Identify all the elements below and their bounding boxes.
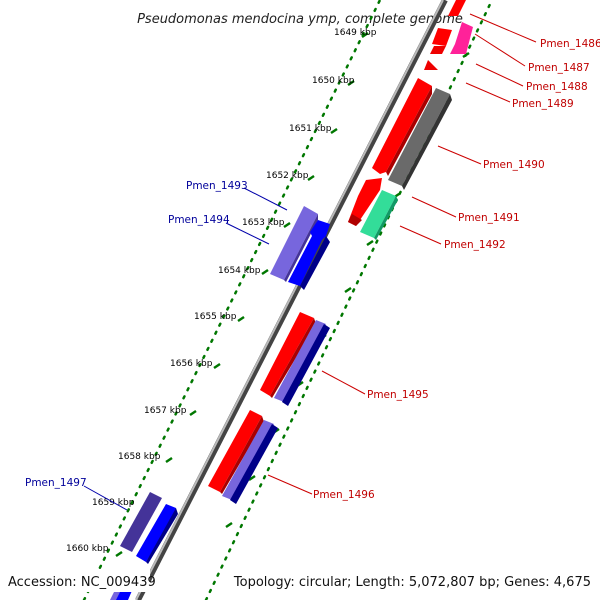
gene-arrow-pmen-1496c[interactable] xyxy=(230,424,278,504)
gene-arrow-pmen-1494[interactable] xyxy=(270,206,318,280)
gene-arrow-pmen-1492[interactable] xyxy=(360,190,396,238)
gene-arrow-pmen-1486c[interactable] xyxy=(432,28,452,46)
gene-arrow-pmen-1490[interactable] xyxy=(372,78,432,174)
gene-arrow-pmen-1486b[interactable] xyxy=(430,46,446,54)
gene-label: Pmen_1491 xyxy=(458,212,520,224)
gene-arrow-pmen-1491-shade xyxy=(348,214,362,226)
leader-lines-blue xyxy=(83,187,288,511)
map-title: Pseudomonas mendocina ymp, complete geno… xyxy=(137,12,463,27)
gene-label: Pmen_1490 xyxy=(483,159,545,171)
genome-summary-text: Topology: circular; Length: 5,072,807 bp… xyxy=(233,575,591,590)
tick-label: 1655 kbp xyxy=(194,312,237,322)
gene-arrow-pmen-1495b[interactable] xyxy=(274,320,326,402)
inner-dotted-guide xyxy=(204,0,494,600)
gene-arrow-pmen-1498-shade xyxy=(110,592,120,600)
tick-label: 1649 kbp xyxy=(334,28,377,38)
tick-label: 1658 kbp xyxy=(118,452,161,462)
gene-arrow-pmen-1487[interactable] xyxy=(450,22,473,54)
outer-dotted-guide xyxy=(82,0,382,600)
gene-label: Pmen_1489 xyxy=(512,98,574,110)
gene-arrow-pmen-1493-shade xyxy=(300,236,330,290)
gene-arrow-pmen-1495c[interactable] xyxy=(282,324,330,406)
gene-arrow-pmen-1495[interactable] xyxy=(260,312,314,396)
gene-arrow-pmen-1490-shade xyxy=(386,86,432,176)
tick-label: 1660 kbp xyxy=(66,544,109,554)
gene-arrow-pmen-1495-shade xyxy=(270,318,316,398)
gene-arrow-pmen-1490b[interactable] xyxy=(388,88,450,186)
gene-label: Pmen_1493 xyxy=(186,180,248,192)
genome-backbone-highlight xyxy=(135,0,444,600)
tick-label: 1650 kbp xyxy=(312,76,355,86)
gene-arrow-pmen-1497b[interactable] xyxy=(136,504,176,562)
tick-label: 1659 kbp xyxy=(92,498,135,508)
tick-label: 1657 kbp xyxy=(144,406,187,416)
gene-arrow-pmen-1491[interactable] xyxy=(348,178,382,226)
gene-arrow-pmen-1496[interactable] xyxy=(208,410,262,492)
gene-arrow-pmen-1494-shade xyxy=(284,214,318,282)
gene-arrow-pmen-1497[interactable] xyxy=(120,492,162,552)
gene-arrow-pmen-1490b-shade xyxy=(402,94,452,190)
gene-arrow-pmen-1497b-shade xyxy=(146,508,178,564)
tick-label: 1652 kbp xyxy=(266,171,309,181)
genome-backbone xyxy=(135,0,448,600)
gene-arrow-pmen-1496b[interactable] xyxy=(222,420,274,500)
tick-label: 1654 kbp xyxy=(218,266,261,276)
leader-lines-red xyxy=(267,13,537,495)
gene-label: Pmen_1495 xyxy=(367,389,429,401)
gene-label: Pmen_1488 xyxy=(526,81,588,93)
gene-arrow-pmen-1492-shade xyxy=(374,196,398,240)
footer-background-right xyxy=(256,570,596,592)
gene-label: Pmen_1492 xyxy=(444,239,506,251)
tick-label: 1651 kbp xyxy=(289,124,332,134)
gene-label: Pmen_1486 xyxy=(540,38,600,50)
gene-arrow-pmen-1496-shade xyxy=(220,416,264,494)
gene-label: Pmen_1497 xyxy=(25,477,87,489)
gene-label: Pmen_1496 xyxy=(313,489,375,501)
tick-label: 1656 kbp xyxy=(170,359,213,369)
tick-label: 1653 kbp xyxy=(242,218,285,228)
gene-arrow-pmen-1486[interactable] xyxy=(448,0,466,16)
gene-arrow-pmen-1493[interactable] xyxy=(288,220,330,286)
gene-label: Pmen_1494 xyxy=(168,214,230,226)
accession-text: Accession: NC_009439 xyxy=(8,575,156,590)
gene-label: Pmen_1487 xyxy=(528,62,590,74)
footer-background-left xyxy=(4,570,150,592)
gene-arrow-pmen-1488[interactable] xyxy=(424,60,438,70)
